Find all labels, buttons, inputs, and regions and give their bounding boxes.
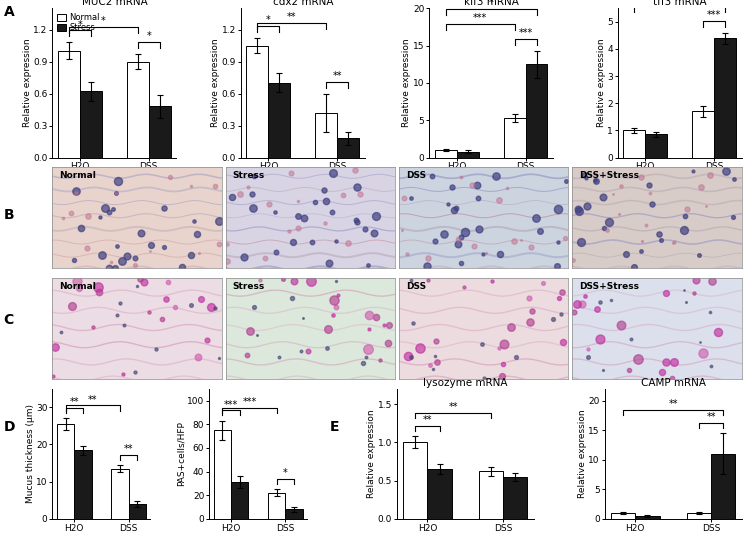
Bar [503,477,527,519]
Text: ***: *** [707,10,721,20]
Bar [285,509,303,519]
Title: klf3 mRNA: klf3 mRNA [464,0,518,8]
Title: cdx2 mRNA: cdx2 mRNA [273,0,333,8]
Bar [635,516,660,519]
Bar [526,64,548,158]
Text: DSS+Stress: DSS+Stress [579,171,639,180]
Bar [129,504,146,519]
Bar [58,51,80,158]
Text: ***: *** [518,28,533,38]
Bar [714,38,736,158]
Bar [149,107,171,158]
Text: C: C [4,313,14,327]
Text: ***: *** [673,0,687,5]
Bar [403,442,428,519]
Text: ***: *** [224,400,238,410]
Text: **: ** [668,399,678,409]
Text: **: ** [88,395,97,405]
Bar [623,131,645,158]
Y-axis label: Relative expression: Relative expression [22,38,31,127]
Title: MUC2 mRNA: MUC2 mRNA [82,0,148,8]
Y-axis label: Relative expression: Relative expression [578,410,587,498]
Text: Stress: Stress [232,171,264,180]
Bar [457,152,479,158]
Text: *: * [283,468,288,478]
Bar [231,482,249,519]
Text: **: ** [287,13,297,23]
Y-axis label: PAS+cells/HFP: PAS+cells/HFP [177,421,186,486]
Bar [268,83,291,158]
Text: DSS+Stress: DSS+Stress [579,282,639,291]
Bar [711,454,736,519]
Text: Stress: Stress [232,282,264,291]
Bar [74,450,91,519]
Title: CAMP mRNA: CAMP mRNA [640,378,706,388]
Bar [268,493,285,519]
Text: Normal: Normal [59,171,96,180]
Text: **: ** [333,71,342,81]
Text: *: * [78,20,82,30]
Text: E: E [330,420,339,434]
Bar [692,111,714,158]
Text: ***: *** [243,397,257,407]
Bar [337,138,359,158]
Text: DSS: DSS [406,282,426,291]
Y-axis label: Mucus thickness (μm): Mucus thickness (μm) [25,404,34,503]
Text: Normal: Normal [59,282,96,291]
Text: ***: *** [473,13,488,23]
Text: *: * [101,16,106,26]
Text: B: B [4,208,14,222]
Text: *: * [489,0,494,8]
Title: tff3 mRNA: tff3 mRNA [652,0,706,8]
Text: **: ** [449,402,458,412]
Bar [57,424,74,519]
Bar [687,513,711,519]
Y-axis label: Relative expression: Relative expression [596,38,606,127]
Text: D: D [4,420,15,434]
Bar [213,430,231,519]
Bar [645,135,667,158]
Legend: Normal, Stress: Normal, Stress [57,13,100,33]
Y-axis label: Relative expression: Relative expression [211,38,220,127]
Bar [246,46,268,158]
Text: **: ** [706,412,716,422]
Text: DSS: DSS [406,171,426,180]
Y-axis label: Relative expression: Relative expression [402,38,411,127]
Bar [479,472,503,519]
Text: *: * [146,31,151,41]
Bar [80,92,102,158]
Bar [435,150,457,158]
Text: A: A [4,5,14,20]
Text: **: ** [422,415,432,425]
Bar [503,118,526,158]
Bar [428,469,452,519]
Bar [111,469,129,519]
Bar [611,513,635,519]
Title: lysozyme mRNA: lysozyme mRNA [423,378,508,388]
Text: *: * [266,15,271,25]
Bar [315,113,337,158]
Bar [127,61,149,158]
Text: **: ** [124,444,133,454]
Text: **: ** [70,397,79,407]
Y-axis label: Relative expression: Relative expression [367,410,376,498]
